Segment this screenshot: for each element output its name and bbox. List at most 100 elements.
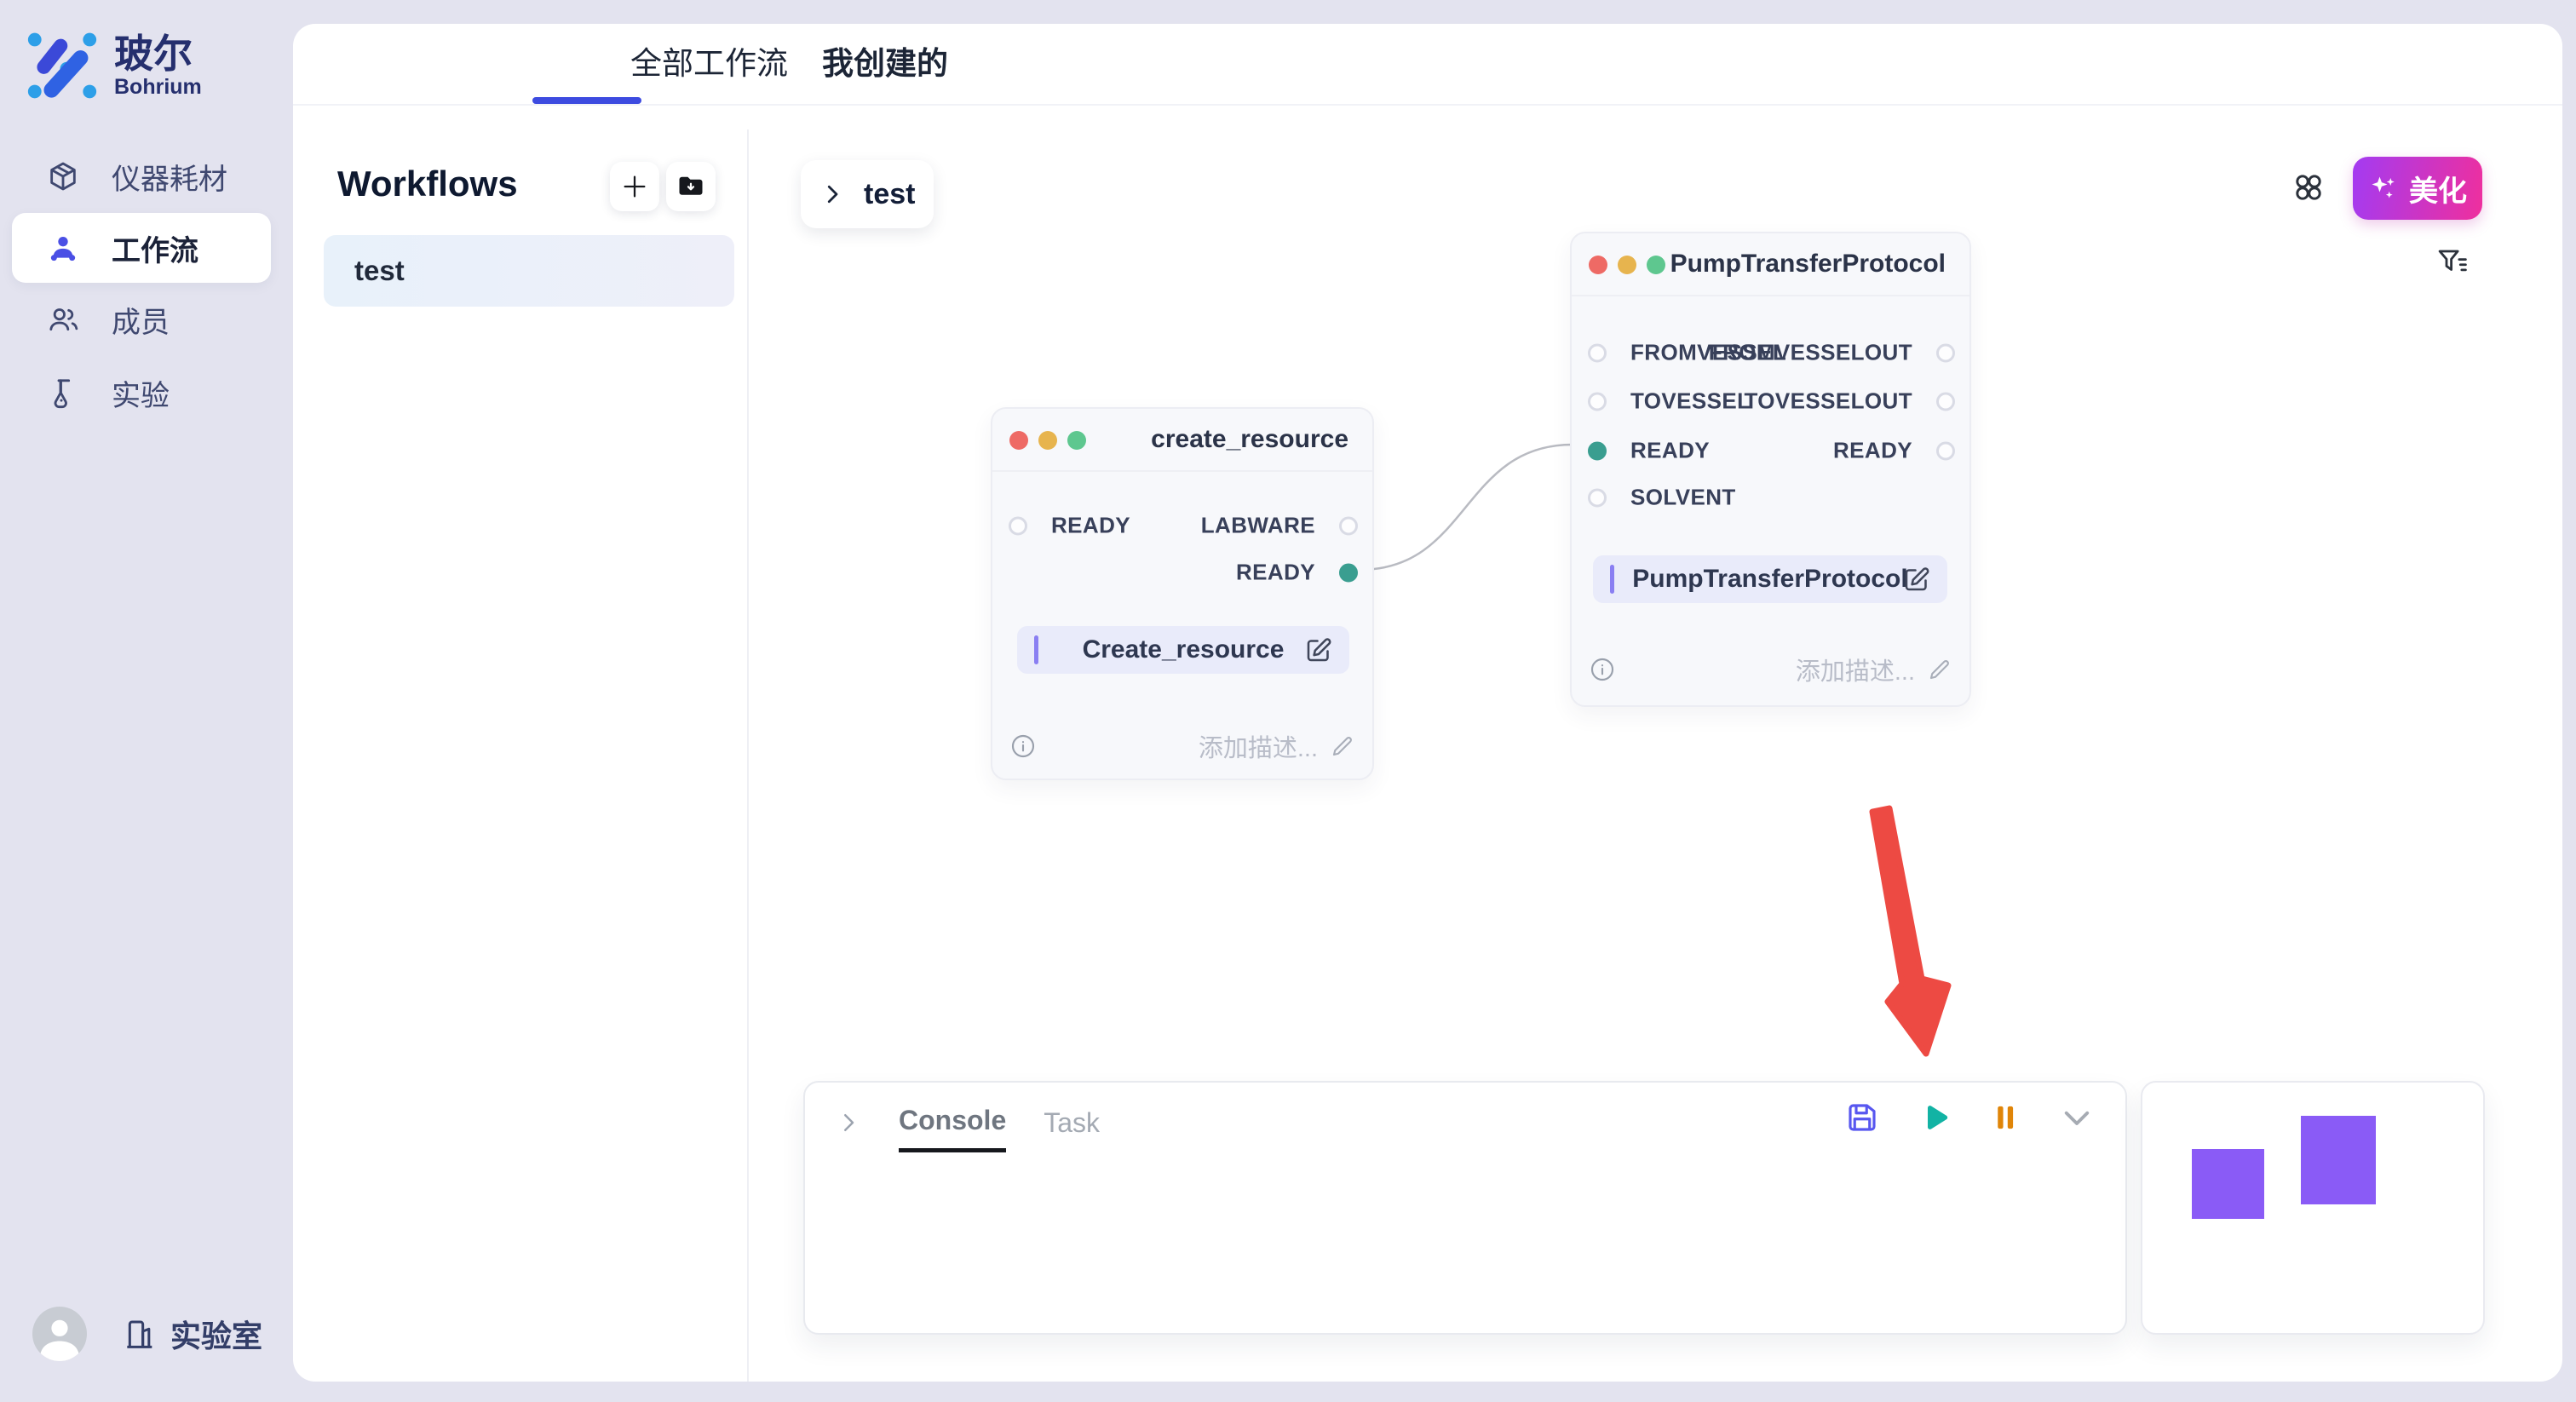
sidebar-item-workflows[interactable]: 工作流	[12, 213, 271, 283]
traffic-dots	[1009, 431, 1086, 450]
traffic-red-dot	[1009, 431, 1028, 450]
folder-import-icon	[679, 176, 703, 195]
pill-caret	[1610, 565, 1614, 594]
traffic-yellow-dot	[1038, 431, 1057, 450]
add-workflow-button[interactable]	[610, 162, 659, 211]
traffic-dots	[1589, 256, 1665, 274]
members-icon	[49, 308, 78, 331]
node-pill[interactable]: PumpTransferProtocol	[1593, 555, 1947, 603]
import-workflow-button[interactable]	[666, 162, 716, 211]
info-icon[interactable]	[1009, 733, 1037, 760]
output-port-ready[interactable]	[1936, 441, 1955, 460]
description-placeholder: 添加描述...	[1198, 735, 1318, 762]
active-tab-underline	[532, 97, 641, 104]
sidebar-nav: 仪器耗材 工作流 成员 实验	[0, 140, 283, 429]
logo: 玻尔 Bohrium	[26, 29, 202, 102]
sparkles-icon	[2372, 176, 2395, 198]
input-port-solvent[interactable]	[1588, 488, 1607, 507]
node-header: create_resource	[992, 409, 1372, 472]
tab-all-workflows[interactable]: 全部工作流	[630, 46, 788, 81]
beautify-button[interactable]: 美化	[2353, 157, 2482, 220]
input-port-tovessel[interactable]	[1588, 392, 1607, 411]
sidebar-item-instruments[interactable]: 仪器耗材	[0, 140, 283, 213]
pencil-icon	[1332, 737, 1352, 756]
pause-icon[interactable]	[1987, 1100, 2023, 1135]
filter-icon[interactable]	[2435, 245, 2470, 281]
port-label: READY	[1235, 559, 1315, 585]
experiment-icon	[54, 379, 71, 409]
output-port-labware[interactable]	[1339, 516, 1358, 535]
port-label: TOVESSELOUT	[1744, 388, 1912, 414]
node-create-resource[interactable]: create_resource READY LABWARE READY Crea…	[991, 407, 1374, 780]
port-row: READY READY	[1572, 438, 1969, 463]
port-label: READY	[1630, 437, 1711, 463]
node-title: PumpTransferProtocol	[1670, 250, 1946, 278]
input-port-fromvessel[interactable]	[1588, 343, 1607, 362]
minimap[interactable]	[2141, 1081, 2485, 1335]
bohrium-logo-icon	[27, 32, 97, 99]
port-row: READY LABWARE	[992, 513, 1372, 538]
input-port-ready[interactable]	[1009, 516, 1027, 535]
expand-chevron-icon[interactable]	[836, 1110, 861, 1135]
sidebar-item-label: 仪器耗材	[112, 163, 227, 196]
port-label: TOVESSEL	[1630, 388, 1751, 414]
port-row: SOLVENT	[1572, 485, 1969, 510]
traffic-red-dot	[1589, 256, 1607, 274]
output-port-ready[interactable]	[1339, 563, 1358, 582]
node-title: create_resource	[1151, 425, 1348, 453]
port-label: READY	[1832, 437, 1912, 463]
apps-icon[interactable]	[2290, 169, 2327, 206]
workflow-list-item-test[interactable]: test	[324, 235, 734, 307]
port-label: READY	[1051, 512, 1131, 538]
minimap-node	[2301, 1116, 2376, 1204]
logo-subtitle: Bohrium	[114, 75, 202, 99]
save-icon[interactable]	[1844, 1100, 1880, 1135]
node-pump-transfer-protocol[interactable]: PumpTransferProtocol FROMVESSEL FROMVESS…	[1570, 232, 1971, 707]
minimap-node	[2192, 1149, 2264, 1219]
add-description[interactable]: 添加描述...	[1199, 728, 1355, 764]
edit-icon[interactable]	[1303, 635, 1334, 665]
port-label: FROMVESSEL	[1630, 339, 1787, 365]
output-port-tovesselout[interactable]	[1936, 392, 1955, 411]
port-label: FROMVESSELOUT	[1708, 339, 1912, 365]
node-footer: 添加描述...	[1589, 652, 1952, 687]
workflow-person-icon	[50, 237, 76, 261]
pill-label: PumpTransferProtocol	[1632, 565, 1908, 593]
info-icon[interactable]	[1589, 656, 1616, 683]
workflow-tabs-row: 全部工作流 我创建的	[293, 24, 2562, 106]
tab-console[interactable]: Console	[899, 1105, 1007, 1152]
port-label: SOLVENT	[1630, 484, 1736, 510]
add-description[interactable]: 添加描述...	[1796, 652, 1952, 687]
sidebar-item-experiments[interactable]: 实验	[0, 356, 283, 429]
port-label: LABWARE	[1200, 512, 1315, 538]
canvas-breadcrumb-test[interactable]: test	[801, 160, 934, 228]
traffic-green-dot	[1647, 256, 1665, 274]
workflows-title: Workflows	[337, 164, 518, 204]
traffic-yellow-dot	[1618, 256, 1636, 274]
avatar[interactable]	[32, 1307, 87, 1361]
port-row: FROMVESSEL FROMVESSELOUT	[1572, 340, 1969, 365]
collapse-chevron-icon[interactable]	[2059, 1100, 2095, 1135]
input-port-ready[interactable]	[1588, 441, 1607, 460]
logo-title: 玻尔	[114, 32, 193, 76]
output-port-fromvesselout[interactable]	[1936, 343, 1955, 362]
sidebar-item-label: 成员	[112, 306, 170, 339]
sidebar-item-label: 实验	[112, 379, 170, 412]
box-icon	[50, 162, 76, 191]
sidebar-footer: 实验室	[32, 1307, 262, 1361]
port-row: TOVESSEL TOVESSELOUT	[1572, 388, 1969, 414]
description-placeholder: 添加描述...	[1795, 658, 1915, 686]
run-icon[interactable]	[1916, 1100, 1952, 1135]
edit-icon[interactable]	[1901, 564, 1932, 595]
lab-label[interactable]: 实验室	[170, 1319, 263, 1353]
node-pill[interactable]: Create_resource	[1017, 626, 1349, 674]
traffic-green-dot	[1067, 431, 1086, 450]
tab-my-created[interactable]: 我创建的	[822, 46, 948, 81]
sidebar-item-members[interactable]: 成员	[0, 283, 283, 356]
port-row: READY	[992, 560, 1372, 585]
tab-task[interactable]: Task	[1044, 1106, 1101, 1138]
beautify-label: 美化	[2409, 175, 2467, 208]
sidebar: 玻尔 Bohrium 仪器耗材 工作流	[0, 0, 283, 1402]
pill-label: Create_resource	[1082, 635, 1285, 664]
